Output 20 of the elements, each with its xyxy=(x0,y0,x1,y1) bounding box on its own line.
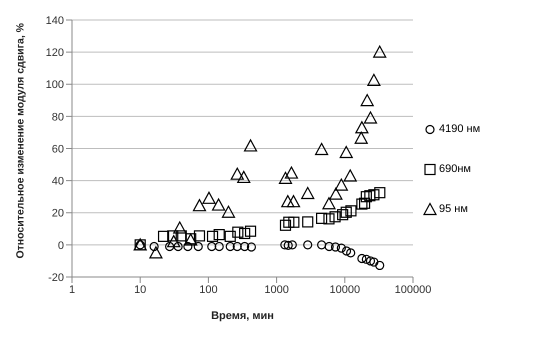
x-tick-label: 1 xyxy=(68,284,76,296)
legend-label: 4190 нм xyxy=(439,122,480,134)
y-tick-label: 120 xyxy=(46,47,64,60)
y-tick-label: 20 xyxy=(52,208,64,220)
y-tick-label: 40 xyxy=(52,176,64,188)
x-axis-title: Время, мин xyxy=(211,310,274,322)
y-tick-label: 80 xyxy=(52,111,64,124)
legend-label: 95 нм xyxy=(439,202,468,214)
x-tick-label: 100 xyxy=(199,284,218,296)
y-tick-label: 100 xyxy=(46,79,64,92)
y-tick-label: 140 xyxy=(46,14,64,27)
x-tick-label: 10 xyxy=(134,284,146,296)
x-tick-label: 1000 xyxy=(264,284,289,296)
x-tick-label: 10000 xyxy=(330,284,360,296)
x-tick-label: 100000 xyxy=(394,284,432,296)
y-tick-label: 0 xyxy=(58,240,64,252)
y-tick-label: -20 xyxy=(48,272,64,284)
y-tick-label: 60 xyxy=(52,143,64,156)
y-axis-title: Относительное изменение модуля сдвига, % xyxy=(14,22,27,258)
legend-label: 690нм xyxy=(439,162,471,174)
